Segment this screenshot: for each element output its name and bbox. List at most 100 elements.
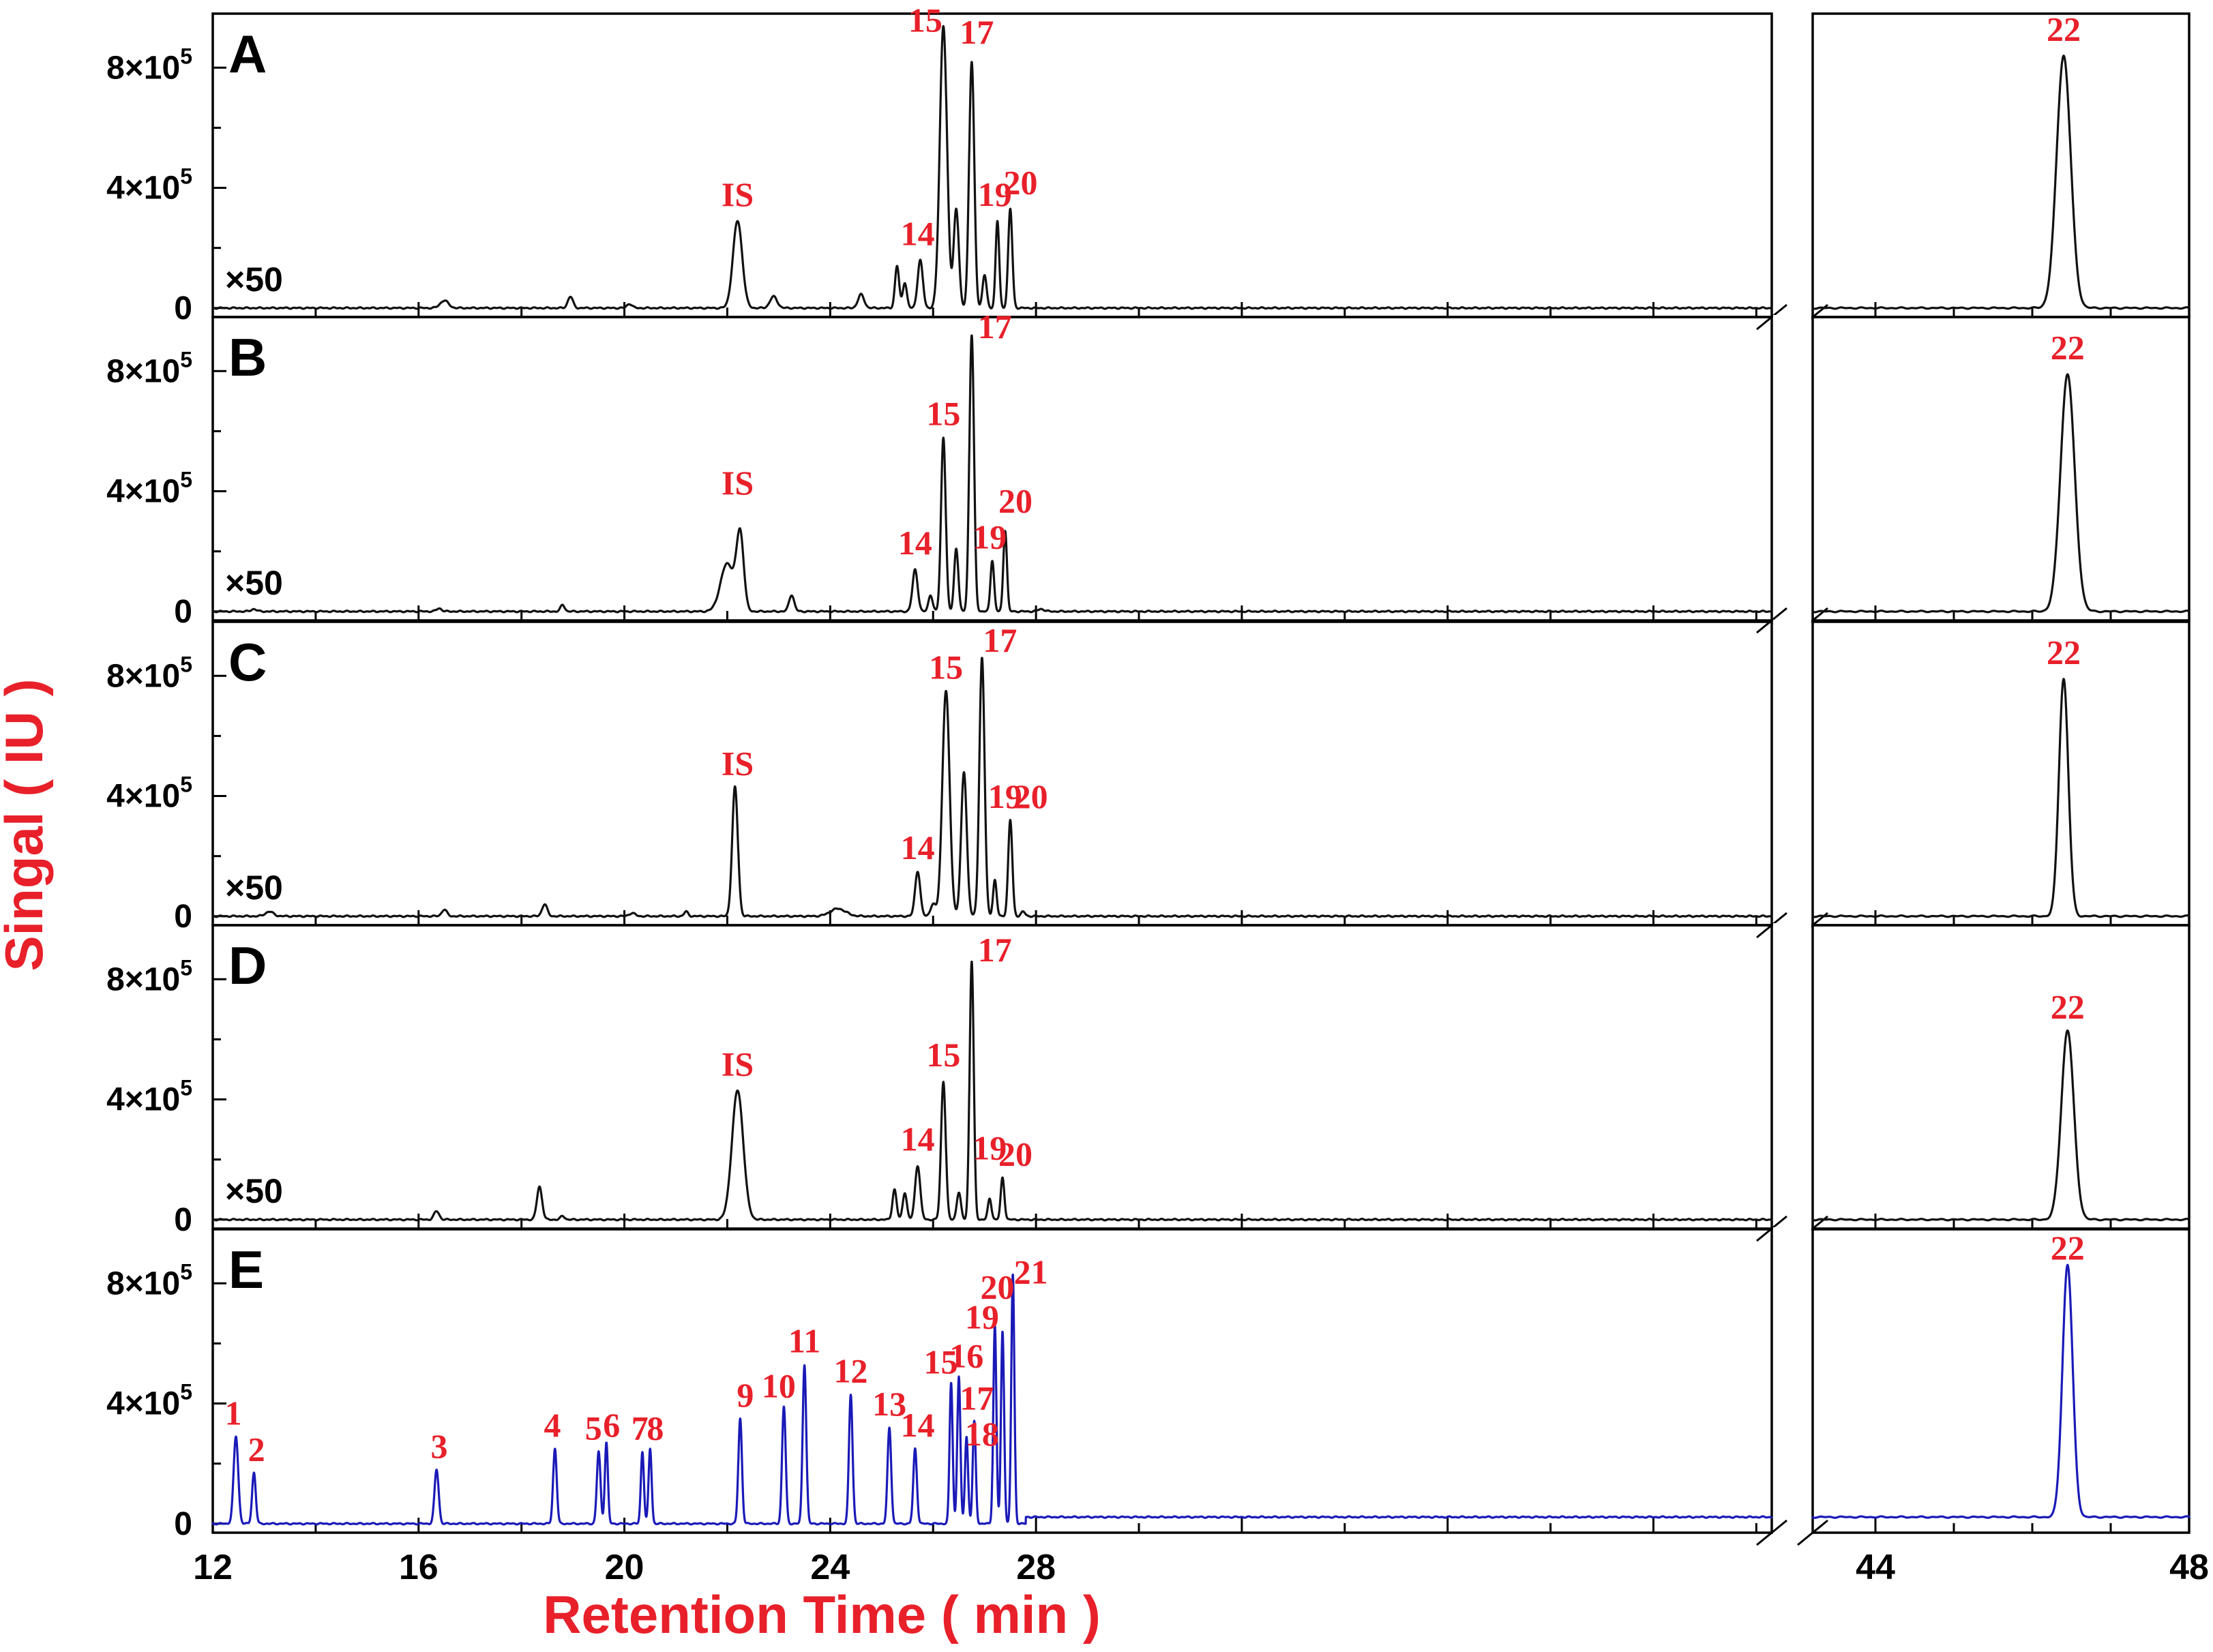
x-tick-label: 48 <box>2169 1548 2209 1587</box>
chromatogram-trace-e-late <box>1811 1263 2190 1519</box>
x-tick-label: 16 <box>399 1548 439 1587</box>
peak-label: 22 <box>2051 988 2085 1026</box>
peak-label: 19 <box>978 175 1012 213</box>
peak-label: 22 <box>2047 10 2081 48</box>
panel-letter: A <box>228 24 267 84</box>
peak-label: IS <box>722 745 754 783</box>
panel-letter: C <box>228 632 267 692</box>
y-tick-label: 0 <box>174 899 192 935</box>
peak-label: 18 <box>965 1415 999 1453</box>
x-axis-title: Retention Time ( min ) <box>543 1585 1101 1645</box>
peak-label: 22 <box>2051 329 2085 367</box>
peak-label: IS <box>722 175 754 213</box>
y-tick-label: 4×105 <box>106 1380 192 1422</box>
peak-label: 12 <box>834 1352 868 1390</box>
scale-multiplier: ×50 <box>225 564 283 602</box>
plot-frame-left <box>211 620 1773 927</box>
x-tick-label: 44 <box>1856 1548 1895 1587</box>
chromatogram-trace-c <box>211 657 1773 918</box>
scale-multiplier: ×50 <box>225 869 283 907</box>
x-tick-label: 28 <box>1016 1548 1056 1587</box>
peak-label: 16 <box>949 1337 983 1375</box>
peak-label: 14 <box>898 524 932 562</box>
peak-label: 15 <box>929 648 963 687</box>
peak-label: 5 <box>585 1409 602 1447</box>
scale-multiplier: ×50 <box>225 260 283 299</box>
peak-label: IS <box>722 464 754 502</box>
peak-label: 13 <box>872 1385 906 1423</box>
peak-label: 17 <box>983 621 1017 659</box>
peak-label: 20 <box>1014 777 1048 815</box>
x-tick-label: 20 <box>605 1548 644 1587</box>
chromatogram-trace-e <box>211 1274 1773 1526</box>
peak-label: 17 <box>960 1379 994 1417</box>
peak-label: 20 <box>1003 163 1037 201</box>
plot-frame-left <box>211 924 1773 1230</box>
peak-label: 17 <box>978 931 1012 969</box>
y-tick-label: 0 <box>174 1202 192 1238</box>
y-tick-label: 4×105 <box>106 164 192 207</box>
peak-label: 3 <box>430 1427 447 1465</box>
y-tick-label: 0 <box>174 1506 192 1542</box>
peak-label: 20 <box>998 1135 1033 1173</box>
peak-label: 22 <box>2047 633 2081 672</box>
peak-label: 8 <box>647 1409 664 1447</box>
peak-label: 17 <box>978 307 1012 346</box>
y-tick-label: 8×105 <box>106 347 192 389</box>
peak-label: 19 <box>988 777 1022 815</box>
axis-break-mark <box>1756 607 1787 634</box>
peak-label: 19 <box>972 1129 1007 1167</box>
plot-frame-right <box>1811 620 2190 927</box>
peak-label: 10 <box>762 1367 796 1405</box>
y-tick-label: 0 <box>174 594 192 630</box>
peak-label: 21 <box>1014 1252 1048 1291</box>
peak-label: 22 <box>2051 1229 2085 1267</box>
peak-label: 14 <box>901 828 935 867</box>
chromatogram-trace-b-late <box>1811 373 2190 614</box>
chromatogram-trace-d-late <box>1811 1029 2190 1222</box>
axis-break-gap <box>1773 12 1811 319</box>
peak-label: 2 <box>248 1430 265 1468</box>
peak-label: 20 <box>981 1267 1015 1306</box>
y-tick-label: 8×105 <box>106 1259 192 1302</box>
scale-multiplier: ×50 <box>225 1172 283 1210</box>
peak-label: 4 <box>544 1406 561 1444</box>
axis-break-gap <box>1773 923 1811 1231</box>
peak-label: 1 <box>225 1394 242 1432</box>
axis-break-gap <box>1773 620 1811 927</box>
plot-frame-left <box>211 1228 1773 1534</box>
peak-label: 19 <box>965 1297 999 1336</box>
peak-label: 15 <box>908 1 942 39</box>
peak-label: 6 <box>603 1406 620 1444</box>
peak-label: 14 <box>901 214 935 252</box>
chromatogram-trace-c-late <box>1811 678 2190 918</box>
x-axis: 12 16 20 24 28 44 48 <box>193 1548 2209 1587</box>
y-tick-label: 8×105 <box>106 652 192 694</box>
plot-frame-left <box>211 316 1773 622</box>
axis-break-gap <box>1773 315 1811 622</box>
plot-frame-right <box>1811 12 2190 318</box>
plot-frame-right <box>1811 316 2190 622</box>
peak-label: 11 <box>788 1322 820 1360</box>
peak-label: 19 <box>972 517 1007 556</box>
x-tick-label: 12 <box>193 1548 233 1587</box>
plot-frame-right <box>1811 924 2190 1230</box>
plot-frame-left <box>211 12 1773 318</box>
peak-label: 9 <box>737 1376 754 1414</box>
panel-letter: E <box>228 1240 264 1300</box>
panel-letter: D <box>228 935 267 995</box>
chromatogram-trace-d <box>211 960 1773 1222</box>
y-tick-label: 4×105 <box>106 772 192 815</box>
y-tick-label: 8×105 <box>106 44 192 86</box>
axis-break-gap <box>1773 1227 1811 1535</box>
chromatogram-trace-a <box>211 25 1773 310</box>
peak-label: 7 <box>632 1409 649 1447</box>
y-tick-label: 4×105 <box>106 1076 192 1118</box>
peak-label: IS <box>722 1045 754 1083</box>
x-tick-label: 24 <box>810 1548 850 1587</box>
peak-label: 17 <box>960 13 994 51</box>
